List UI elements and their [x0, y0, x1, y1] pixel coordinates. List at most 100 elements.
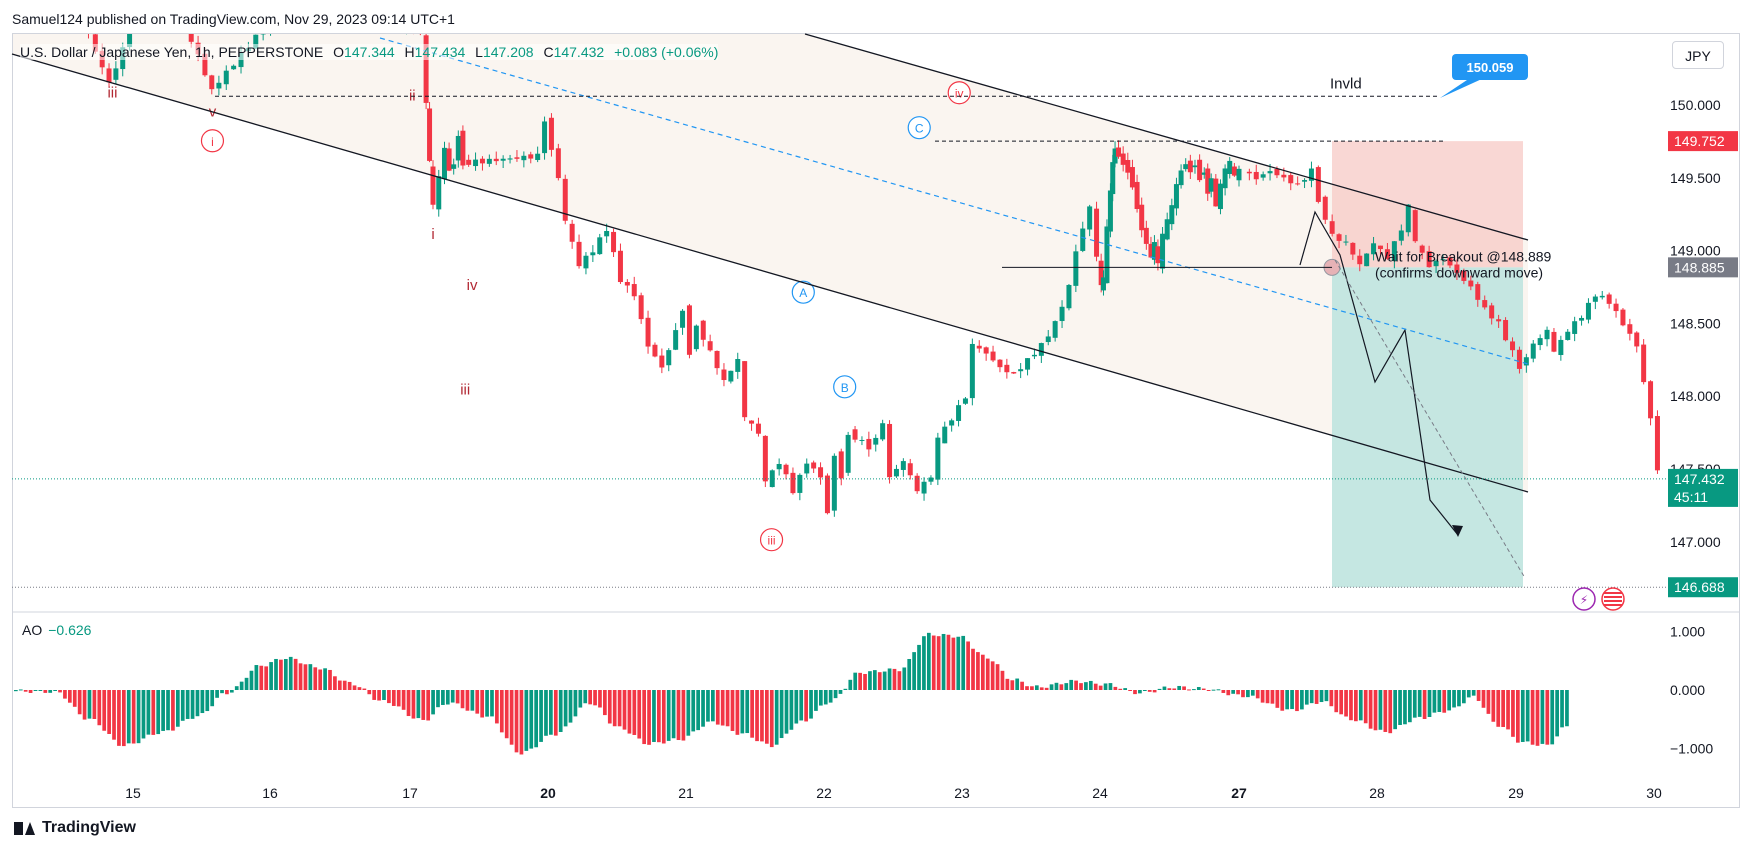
current-price-label: 147.432 [1674, 471, 1725, 487]
ao-bar [1020, 681, 1024, 690]
ao-bar [715, 690, 720, 725]
ao-bar [1403, 690, 1407, 725]
candle [1606, 292, 1612, 309]
candle [283, 0, 288, 14]
ao-bar [642, 690, 646, 745]
candle [1192, 159, 1198, 174]
candle [500, 155, 506, 169]
ao-bar [1422, 690, 1427, 720]
ao-bar [63, 690, 67, 699]
ao-bar [828, 690, 833, 703]
ao-bar [1206, 690, 1211, 691]
candle [1187, 154, 1193, 179]
ao-bar [323, 668, 327, 690]
ao-bar [1417, 690, 1422, 717]
candle [65, 0, 70, 13]
ao-bar [598, 690, 602, 708]
ao-bar [38, 690, 43, 691]
time-axis-tick: 24 [1092, 785, 1108, 801]
ao-bar [416, 690, 421, 719]
ao-bar [1142, 690, 1147, 691]
tradingview-logo[interactable]: TradingView [14, 819, 136, 837]
ao-bar [1496, 690, 1501, 727]
candle [1489, 302, 1495, 325]
ao-bar [544, 690, 548, 736]
ao-bar [1044, 687, 1049, 690]
lightning-event-icon[interactable] [1572, 587, 1596, 611]
ao-bar [1565, 690, 1569, 727]
ao-bar [1506, 690, 1510, 730]
ao-bar [730, 690, 735, 731]
ao-bar [259, 665, 264, 690]
channel-shading [13, 34, 1528, 492]
candle [216, 75, 222, 96]
time-axis-tick: 17 [402, 785, 418, 801]
candle [542, 116, 548, 160]
ao-bar [1530, 690, 1535, 745]
candle [1599, 290, 1605, 300]
take-profit-zone[interactable] [1332, 267, 1523, 588]
ao-bar [1368, 690, 1373, 729]
ao-bar [77, 690, 82, 715]
ao-bar [657, 690, 661, 743]
candle [880, 419, 886, 442]
price-axis-tick: 149.000 [1670, 243, 1721, 259]
ao-bar [740, 690, 745, 734]
ao-bar [1486, 690, 1491, 714]
candle [893, 464, 899, 478]
ao-bar [352, 685, 357, 690]
candle [680, 309, 686, 335]
candle [188, 34, 194, 48]
us-flag-event-icon[interactable] [1601, 587, 1625, 611]
time-axis-tick: 27 [1231, 785, 1247, 801]
candle [1391, 240, 1397, 269]
candle [1343, 234, 1349, 246]
ao-bar [563, 690, 568, 727]
ao-bar [490, 690, 494, 717]
candle [1738, 503, 1743, 552]
ao-bar [171, 690, 175, 731]
candle [1648, 380, 1654, 426]
ao-bar [485, 690, 489, 717]
ao-bar [1000, 670, 1005, 690]
currency-button[interactable]: JPY [1672, 41, 1724, 69]
stop-loss-zone[interactable] [1332, 141, 1523, 268]
candle [1530, 340, 1536, 363]
invalidation-price-callout[interactable]: 150.059 [1440, 54, 1528, 98]
ao-bar [588, 690, 593, 705]
candle [942, 421, 948, 444]
candle [1447, 255, 1453, 269]
candle [1217, 179, 1223, 215]
candle [617, 243, 623, 284]
candle [976, 340, 982, 353]
ao-bar [1128, 690, 1132, 691]
ao-value: −0.626 [48, 622, 92, 638]
ao-bar [1118, 688, 1123, 690]
candle [1634, 331, 1640, 353]
ao-bar [239, 681, 244, 690]
wave-label: iv [955, 87, 964, 101]
ao-bar [868, 671, 872, 690]
ao-bar [1560, 690, 1564, 728]
candle [859, 436, 865, 446]
ao-bar [1525, 690, 1530, 742]
candle [769, 469, 775, 488]
ao-bar [995, 664, 1000, 690]
ao-bar [107, 690, 111, 734]
ao-bar [809, 690, 813, 719]
candle [1173, 177, 1179, 216]
candle [1364, 253, 1370, 267]
ao-bar [1049, 684, 1054, 690]
ao-bar [161, 690, 165, 731]
candle [362, 8, 367, 22]
candle [397, 13, 402, 28]
upper-trendline [804, 33, 1529, 241]
ao-bar [1196, 687, 1201, 690]
wave-label-circle [947, 81, 971, 105]
flag-stripe [1604, 596, 1622, 598]
flag-stripe [1604, 604, 1622, 606]
candle [466, 154, 472, 167]
symbol-legend: U.S. Dollar / Japanese Yen, 1h, PEPPERST… [20, 44, 719, 60]
ao-bar [912, 652, 916, 690]
